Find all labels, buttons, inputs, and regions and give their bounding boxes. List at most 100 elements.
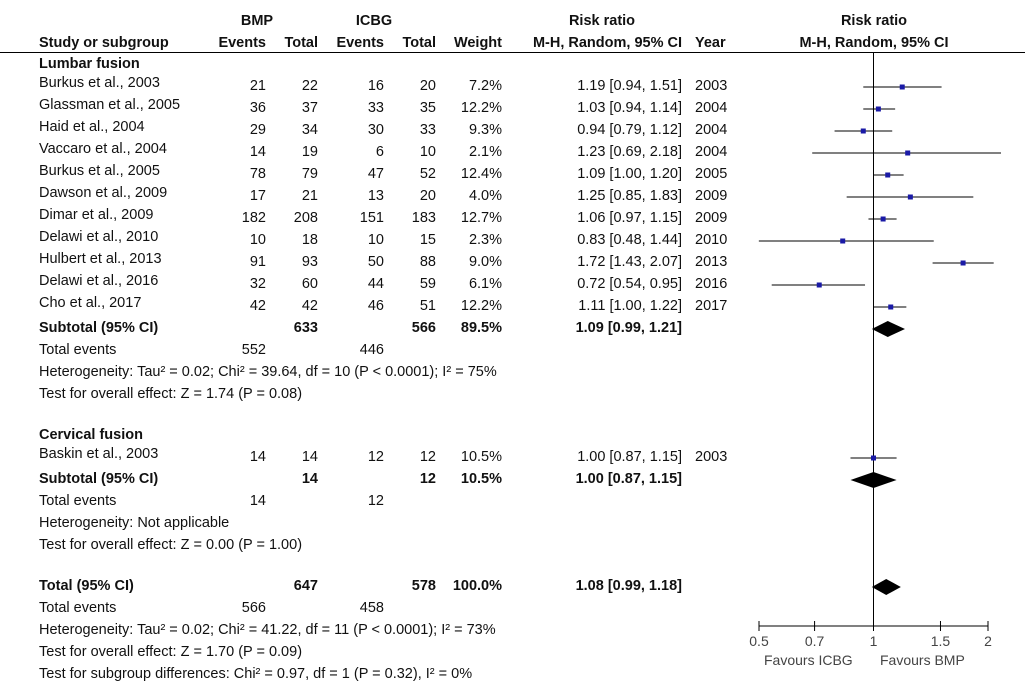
total-overall-effect-text: Test for overall effect: Z = 1.70 (P = 0…: [39, 644, 303, 660]
total-label: Total (95% CI): [39, 578, 134, 594]
subtotal-ci: 1.09 [0.99, 1.21]: [575, 320, 682, 336]
rr-column-title: Risk ratio: [568, 13, 636, 29]
weight-value: 4.0%: [468, 188, 502, 204]
favours-left-label: Favours ICBG: [764, 652, 853, 668]
subtotal-weight: 89.5%: [460, 320, 502, 336]
total-events-ctl: 12: [367, 493, 384, 509]
x-tick-label: 0.7: [805, 633, 825, 649]
events-exp-value: 10: [249, 232, 266, 248]
weight-value: 12.2%: [460, 298, 502, 314]
group-ctl-header: ICBG: [355, 13, 393, 29]
events-ctl-value: 6: [375, 144, 384, 160]
point-estimate-square: [899, 84, 905, 90]
study-column-header: Study or subgroup: [39, 35, 169, 51]
events-ctl-value: 30: [367, 122, 384, 138]
total-exp-header: Total: [284, 35, 318, 51]
x-tick-label: 1.5: [931, 633, 951, 649]
heterogeneity-text: Heterogeneity: Not applicable: [39, 515, 230, 531]
total-ctl-value: 20: [419, 188, 436, 204]
total-ctl-value: 59: [419, 276, 436, 292]
events-ctl-value: 50: [367, 254, 384, 270]
events-exp-value: 32: [249, 276, 266, 292]
year-value: 2004: [695, 100, 728, 116]
events-exp-header: Events: [218, 35, 266, 51]
study-name: Glassman et al., 2005: [39, 97, 181, 113]
point-estimate-square: [816, 282, 822, 288]
total-ctl-value: 15: [419, 232, 436, 248]
study-name: Hulbert et al., 2013: [39, 251, 162, 267]
plot-method-header: M-H, Random, 95% CI: [799, 35, 949, 51]
risk-ratio-ci: 0.83 [0.48, 1.44]: [577, 232, 682, 248]
overall-effect-text: Test for overall effect: Z = 0.00 (P = 1…: [39, 537, 303, 553]
total-total-exp: 647: [293, 578, 318, 594]
method-header: M-H, Random, 95% CI: [532, 35, 682, 51]
subtotal-total-ctl: 12: [419, 471, 436, 487]
total-events-label: Total events: [39, 342, 117, 358]
total-exp-value: 42: [301, 298, 318, 314]
total-heterogeneity-text: Heterogeneity: Tau² = 0.02; Chi² = 41.22…: [39, 622, 496, 638]
year-value: 2017: [695, 298, 728, 314]
events-exp-value: 29: [249, 122, 266, 138]
weight-value: 12.7%: [460, 210, 502, 226]
total-exp-value: 37: [301, 100, 318, 116]
point-estimate-square: [907, 194, 913, 200]
events-exp-value: 14: [249, 449, 266, 465]
total-ctl-value: 35: [419, 100, 436, 116]
subtotal-label: Subtotal (95% CI): [39, 320, 159, 336]
weight-header: Weight: [453, 35, 502, 51]
x-tick-label: 1: [870, 633, 878, 649]
events-ctl-value: 151: [359, 210, 384, 226]
total-exp-value: 19: [301, 144, 318, 160]
study-name: Burkus et al., 2005: [39, 163, 160, 179]
risk-ratio-ci: 1.00 [0.87, 1.15]: [577, 449, 682, 465]
point-estimate-square: [840, 238, 846, 244]
pooled-diamond: [871, 579, 901, 595]
study-name: Delawi et al., 2016: [39, 273, 159, 289]
events-ctl-value: 46: [367, 298, 384, 314]
point-estimate-square: [888, 304, 894, 310]
weight-value: 9.3%: [468, 122, 502, 138]
subgroup-title: Cervical fusion: [39, 427, 143, 443]
total-ci: 1.08 [0.99, 1.18]: [575, 578, 682, 594]
events-ctl-value: 10: [367, 232, 384, 248]
total-ctl-value: 52: [419, 166, 436, 182]
weight-value: 7.2%: [468, 78, 502, 94]
events-ctl-value: 47: [367, 166, 384, 182]
study-name: Dawson et al., 2009: [39, 185, 168, 201]
overall-effect-text: Test for overall effect: Z = 1.74 (P = 0…: [39, 386, 303, 402]
events-exp-value: 78: [249, 166, 266, 182]
year-header: Year: [695, 35, 726, 51]
total-events-exp: 566: [241, 600, 266, 616]
year-value: 2013: [695, 254, 728, 270]
events-ctl-value: 16: [367, 78, 384, 94]
total-exp-value: 208: [293, 210, 318, 226]
total-exp-value: 14: [301, 449, 318, 465]
total-ctl-value: 10: [419, 144, 436, 160]
favours-right-label: Favours BMP: [880, 652, 965, 668]
year-value: 2004: [695, 144, 728, 160]
total-exp-value: 22: [301, 78, 318, 94]
events-ctl-value: 13: [367, 188, 384, 204]
pooled-diamond: [850, 472, 897, 488]
header-rule: [0, 52, 1025, 53]
study-name: Burkus et al., 2003: [39, 75, 160, 91]
subtotal-ci: 1.00 [0.87, 1.15]: [575, 471, 682, 487]
total-events-ctl: 446: [359, 342, 384, 358]
total-weight: 100.0%: [452, 578, 502, 594]
events-exp-value: 17: [249, 188, 266, 204]
subgroup-title: Lumbar fusion: [39, 56, 140, 72]
risk-ratio-ci: 1.72 [1.43, 2.07]: [577, 254, 682, 270]
year-value: 2003: [695, 449, 728, 465]
subgroup-differences-text: Test for subgroup differences: Chi² = 0.…: [39, 666, 473, 682]
total-exp-value: 34: [301, 122, 318, 138]
year-value: 2003: [695, 78, 728, 94]
events-ctl-value: 33: [367, 100, 384, 116]
year-value: 2010: [695, 232, 728, 248]
year-value: 2009: [695, 210, 728, 226]
point-estimate-square: [885, 172, 891, 178]
total-ctl-value: 183: [411, 210, 436, 226]
subtotal-weight: 10.5%: [460, 471, 502, 487]
risk-ratio-ci: 1.11 [1.00, 1.22]: [578, 298, 682, 314]
total-exp-value: 93: [301, 254, 318, 270]
